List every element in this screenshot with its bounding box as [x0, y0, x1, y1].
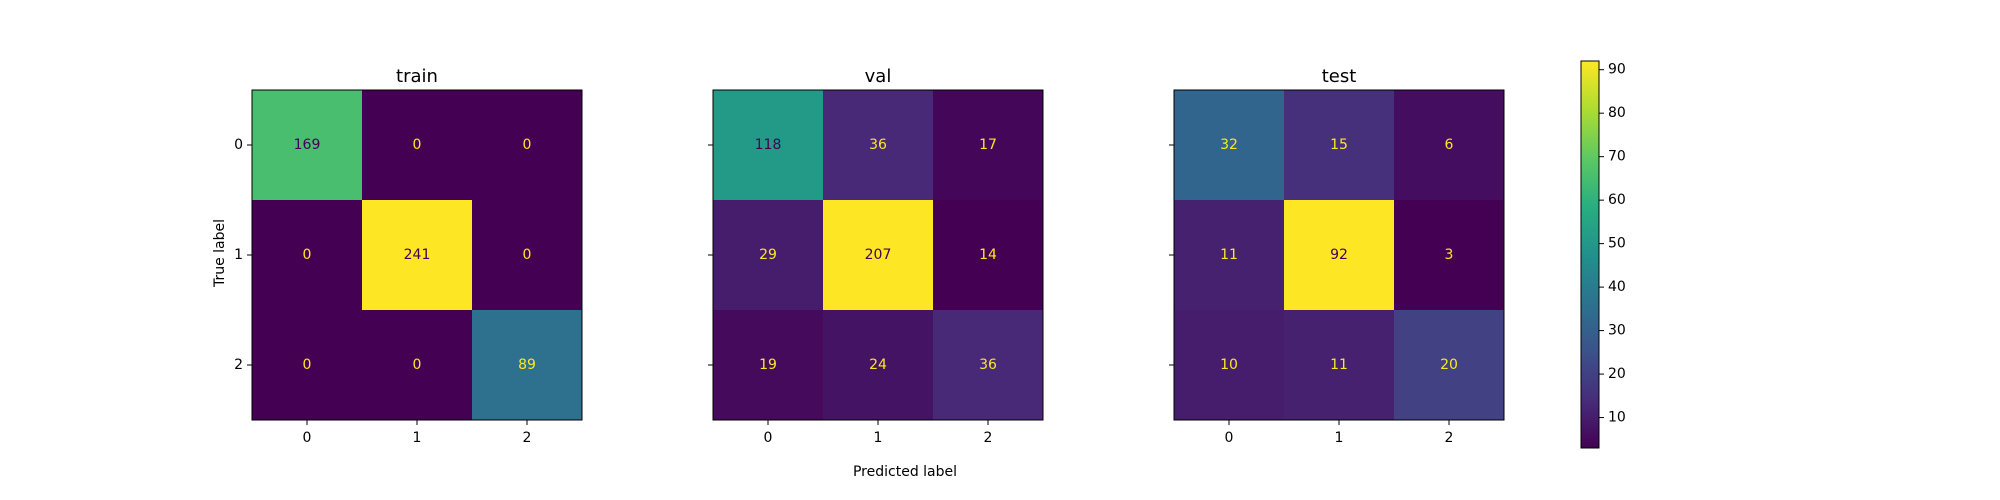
colorbar-tick-label: 80 [1608, 105, 1626, 121]
cell-value-label: 20 [1440, 357, 1458, 373]
colorbar-tick-label: 30 [1608, 323, 1626, 339]
y-tick-label: 0 [234, 137, 243, 153]
heatmap-cell [472, 200, 583, 311]
cell-value-label: 10 [1220, 357, 1238, 373]
heatmap-cell [472, 310, 583, 421]
cell-value-label: 36 [869, 137, 887, 153]
heatmap-cell [362, 90, 473, 201]
heatmap-cell [1284, 200, 1395, 311]
cell-value-label: 3 [1445, 247, 1454, 263]
colorbar-tick-label: 50 [1608, 236, 1626, 252]
colorbar-gradient [1581, 61, 1599, 448]
panel-title: train [396, 66, 438, 87]
x-tick-label: 2 [523, 430, 532, 446]
colorbar: 10 20 30 40 50 60 70 80 90 [1580, 60, 1626, 449]
heatmap-cell [933, 310, 1044, 421]
cell-value-label: 29 [759, 247, 777, 263]
heatmap-cell [1394, 200, 1505, 311]
heatmap-cell [1284, 90, 1395, 201]
cell-value-label: 0 [303, 247, 312, 263]
heatmap-cell [1174, 90, 1285, 201]
heatmap-cell [713, 200, 824, 311]
heatmap-cell [713, 90, 824, 201]
heatmap-cell [362, 310, 473, 421]
heatmap-cell [252, 90, 363, 201]
cell-value-label: 89 [518, 357, 536, 373]
heatmap-cell [933, 200, 1044, 311]
heatmap-cell [823, 200, 934, 311]
cell-value-label: 14 [979, 247, 997, 263]
heatmap-cell [823, 90, 934, 201]
cell-value-label: 11 [1330, 357, 1348, 373]
heatmap-cell [933, 90, 1044, 201]
panel-test: 32 15 6 11 92 3 10 11 20 test 0 1 2 [1169, 66, 1505, 446]
colorbar-tick-label: 60 [1608, 192, 1626, 208]
heatmap-cell [1394, 310, 1505, 421]
heatmap-cell [1174, 200, 1285, 311]
panel-train: 169 0 0 0 241 0 0 0 89 train 0 0 1 1 2 2 [234, 66, 583, 446]
heatmap-cell [823, 310, 934, 421]
x-tick-label: 0 [764, 430, 773, 446]
heatmap-cell [713, 310, 824, 421]
cell-value-label: 169 [294, 137, 321, 153]
colorbar-tick-label: 70 [1608, 149, 1626, 165]
cell-value-label: 0 [523, 137, 532, 153]
heatmap-cell [1284, 310, 1395, 421]
x-tick-label: 1 [413, 430, 422, 446]
panel-title: test [1322, 66, 1357, 87]
x-tick-label: 2 [984, 430, 993, 446]
heatmap-cell [362, 200, 473, 311]
cell-value-label: 0 [413, 137, 422, 153]
y-tick-label: 2 [234, 357, 243, 373]
cell-value-label: 207 [865, 247, 892, 263]
heatmap-cell [472, 90, 583, 201]
heatmap-cell [252, 310, 363, 421]
cell-value-label: 0 [413, 357, 422, 373]
panel-title: val [865, 66, 892, 87]
colorbar-tick-label: 10 [1608, 410, 1626, 426]
y-tick-label: 1 [234, 247, 243, 263]
cell-value-label: 32 [1220, 137, 1238, 153]
cell-value-label: 92 [1330, 247, 1348, 263]
heatmap-cell [1394, 90, 1505, 201]
panel-val: 118 36 17 29 207 14 19 24 36 val 0 1 2 [708, 66, 1044, 446]
y-axis-label: True label [212, 219, 228, 288]
cell-value-label: 0 [303, 357, 312, 373]
cell-value-label: 17 [979, 137, 997, 153]
cell-value-label: 0 [523, 247, 532, 263]
cell-value-label: 24 [869, 357, 887, 373]
x-tick-label: 1 [874, 430, 883, 446]
colorbar-tick-label: 20 [1608, 366, 1626, 382]
cell-value-label: 36 [979, 357, 997, 373]
cell-value-label: 15 [1330, 137, 1348, 153]
x-tick-label: 0 [1225, 430, 1234, 446]
heatmap-cell [252, 200, 363, 311]
colorbar-tick-label: 90 [1608, 62, 1626, 78]
cell-value-label: 19 [759, 357, 777, 373]
colorbar-frame [1580, 60, 1600, 449]
x-tick-label: 1 [1335, 430, 1344, 446]
colorbar-tick-label: 40 [1608, 279, 1626, 295]
heatmap-cell [1174, 310, 1285, 421]
cell-value-label: 11 [1220, 247, 1238, 263]
x-tick-label: 2 [1445, 430, 1454, 446]
cell-value-label: 241 [404, 247, 431, 263]
cell-value-label: 118 [755, 137, 782, 153]
cell-value-label: 6 [1445, 137, 1454, 153]
x-tick-label: 0 [303, 430, 312, 446]
x-axis-label: Predicted label [853, 464, 957, 480]
